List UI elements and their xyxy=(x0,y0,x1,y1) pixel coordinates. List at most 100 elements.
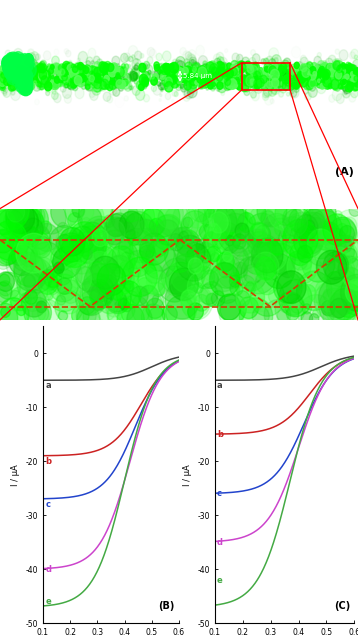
Circle shape xyxy=(316,74,323,83)
Circle shape xyxy=(86,57,93,66)
Circle shape xyxy=(118,246,131,261)
Circle shape xyxy=(28,66,34,73)
Circle shape xyxy=(151,85,156,92)
Circle shape xyxy=(254,82,263,93)
Circle shape xyxy=(169,74,177,85)
Circle shape xyxy=(297,72,306,83)
Circle shape xyxy=(132,67,135,71)
Circle shape xyxy=(51,80,58,89)
Circle shape xyxy=(233,251,265,286)
Circle shape xyxy=(132,290,164,326)
Circle shape xyxy=(0,191,29,230)
Circle shape xyxy=(90,90,98,100)
Circle shape xyxy=(217,294,241,320)
Circle shape xyxy=(315,226,337,251)
Circle shape xyxy=(0,82,5,89)
Circle shape xyxy=(19,77,26,85)
Circle shape xyxy=(177,79,184,88)
Circle shape xyxy=(94,243,113,264)
Circle shape xyxy=(3,60,16,76)
Circle shape xyxy=(336,74,345,85)
Circle shape xyxy=(142,80,148,87)
Circle shape xyxy=(272,64,277,70)
Circle shape xyxy=(197,242,215,263)
Circle shape xyxy=(18,81,24,88)
Circle shape xyxy=(38,73,42,78)
Circle shape xyxy=(155,214,183,246)
Circle shape xyxy=(55,291,83,322)
Circle shape xyxy=(42,80,46,84)
Circle shape xyxy=(191,67,198,76)
Circle shape xyxy=(350,76,357,85)
Circle shape xyxy=(247,232,271,258)
Circle shape xyxy=(68,212,82,229)
Circle shape xyxy=(187,272,214,301)
Circle shape xyxy=(335,247,347,260)
Circle shape xyxy=(21,60,30,71)
Circle shape xyxy=(290,86,299,98)
Circle shape xyxy=(61,236,89,268)
Circle shape xyxy=(343,70,347,74)
Circle shape xyxy=(240,75,247,83)
Circle shape xyxy=(10,71,14,76)
Circle shape xyxy=(337,75,342,81)
Circle shape xyxy=(347,69,355,79)
Circle shape xyxy=(306,76,310,81)
Circle shape xyxy=(217,82,223,90)
Circle shape xyxy=(247,67,256,79)
Circle shape xyxy=(91,61,94,64)
Circle shape xyxy=(176,231,197,255)
Circle shape xyxy=(44,78,51,85)
Circle shape xyxy=(206,293,218,307)
Circle shape xyxy=(238,64,245,73)
Circle shape xyxy=(321,71,325,76)
Circle shape xyxy=(57,278,72,294)
Circle shape xyxy=(63,74,66,77)
Circle shape xyxy=(228,79,237,89)
Circle shape xyxy=(130,72,137,81)
Circle shape xyxy=(0,290,8,305)
Circle shape xyxy=(309,314,319,324)
Circle shape xyxy=(187,74,194,83)
Circle shape xyxy=(1,84,4,88)
Circle shape xyxy=(276,71,279,75)
Circle shape xyxy=(62,74,66,80)
Circle shape xyxy=(254,62,257,65)
Circle shape xyxy=(74,76,82,85)
Circle shape xyxy=(328,55,336,65)
Circle shape xyxy=(224,82,231,91)
Circle shape xyxy=(0,72,3,80)
Circle shape xyxy=(326,272,344,291)
Circle shape xyxy=(291,83,295,88)
Circle shape xyxy=(69,64,76,72)
Circle shape xyxy=(132,55,135,59)
Circle shape xyxy=(5,58,9,63)
Circle shape xyxy=(50,76,53,80)
Circle shape xyxy=(236,281,265,313)
Circle shape xyxy=(148,71,151,74)
Circle shape xyxy=(120,197,143,222)
Circle shape xyxy=(85,80,94,91)
Circle shape xyxy=(36,54,40,60)
Circle shape xyxy=(197,71,199,74)
Circle shape xyxy=(305,92,311,100)
Circle shape xyxy=(335,76,341,83)
Circle shape xyxy=(94,67,101,76)
Circle shape xyxy=(309,70,317,81)
Circle shape xyxy=(319,66,325,73)
Circle shape xyxy=(196,67,204,77)
Circle shape xyxy=(252,223,287,261)
Circle shape xyxy=(11,296,22,308)
Circle shape xyxy=(19,72,27,82)
Circle shape xyxy=(293,79,300,88)
Circle shape xyxy=(219,71,224,76)
Circle shape xyxy=(124,64,129,69)
Text: c: c xyxy=(45,500,50,509)
Circle shape xyxy=(118,85,124,91)
Circle shape xyxy=(44,266,63,287)
Circle shape xyxy=(130,230,154,257)
Circle shape xyxy=(184,87,194,99)
Circle shape xyxy=(129,238,151,263)
Circle shape xyxy=(304,81,311,90)
Circle shape xyxy=(342,85,347,91)
